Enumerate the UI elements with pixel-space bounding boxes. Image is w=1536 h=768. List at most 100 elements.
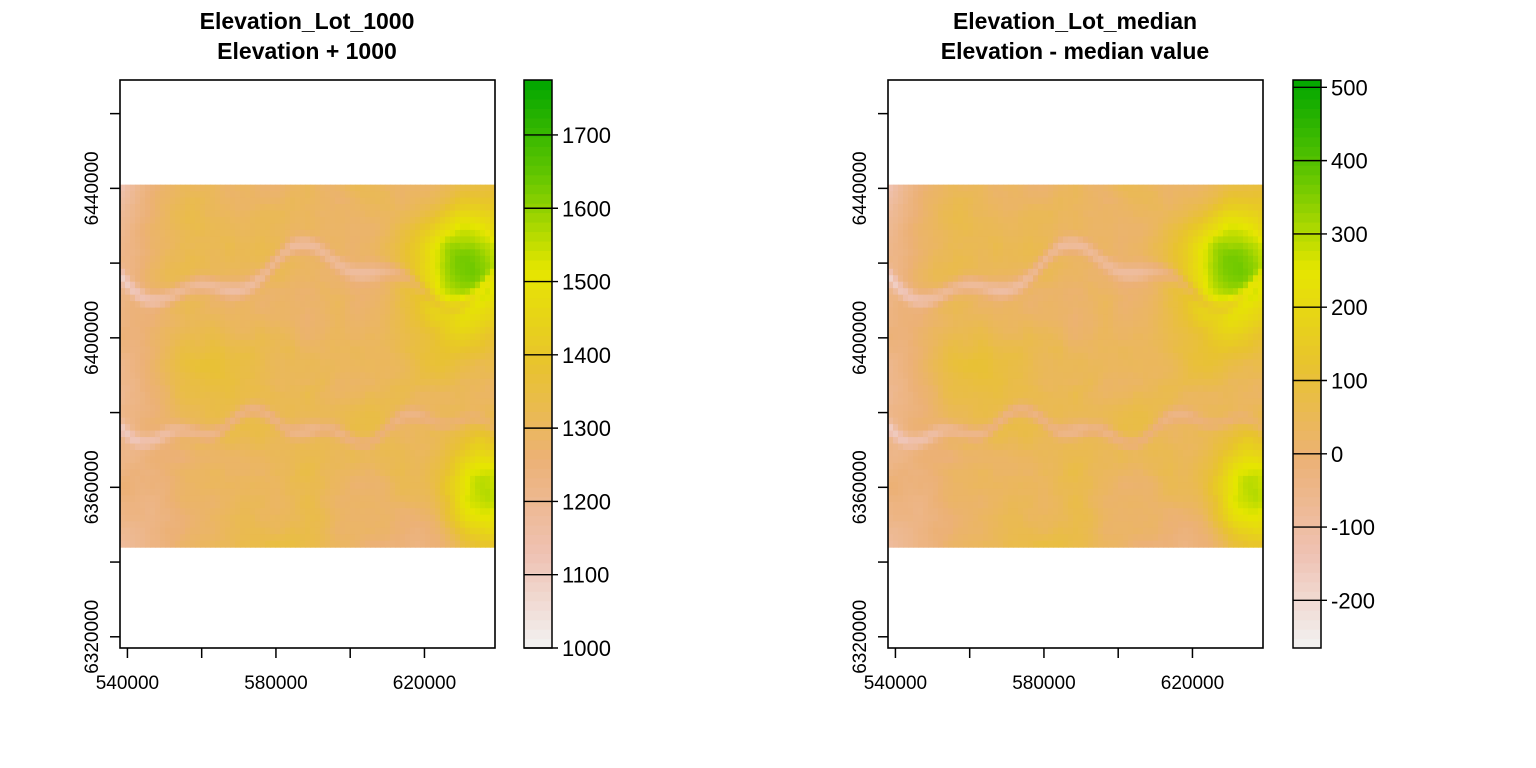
colorbar-swatch — [524, 392, 552, 403]
colorbar-swatch — [524, 108, 552, 119]
colorbar-swatch — [524, 222, 552, 233]
y-tick-label: 6400000 — [82, 301, 103, 375]
colorbar-tick-label: 400 — [1331, 149, 1368, 174]
colorbar-swatch — [524, 600, 552, 611]
colorbar-swatch — [1293, 420, 1321, 431]
colorbar-swatch — [1293, 373, 1321, 384]
colorbar-swatch — [524, 411, 552, 422]
colorbar-swatch — [1293, 439, 1321, 450]
plot-frame — [119, 79, 496, 649]
colorbar-swatch — [1293, 269, 1321, 280]
colorbar-tick-label: 100 — [1331, 368, 1368, 393]
x-tick-label: 580000 — [244, 673, 307, 694]
colorbar-swatch — [1293, 354, 1321, 365]
colorbar-swatch — [524, 307, 552, 318]
colorbar-swatch — [1293, 515, 1321, 526]
colorbar-swatch — [1293, 278, 1321, 289]
colorbar-tick-label: 1000 — [562, 636, 611, 661]
colorbar-swatch — [524, 212, 552, 223]
colorbar-swatch — [1293, 307, 1321, 318]
colorbar-swatch — [1293, 108, 1321, 119]
colorbar-swatch — [524, 610, 552, 621]
colorbar-swatch — [1293, 638, 1321, 649]
y-tick-label: 6440000 — [850, 151, 871, 225]
colorbar-swatch — [524, 420, 552, 431]
panel2-title-line1: Elevation_Lot_median — [952, 8, 1198, 34]
y-tick-label: 6320000 — [850, 600, 871, 674]
colorbar-swatch — [1293, 98, 1321, 109]
colorbar-tick-label: 0 — [1331, 442, 1343, 467]
colorbar-swatch — [1293, 174, 1321, 185]
colorbar-tick-label: 200 — [1331, 295, 1368, 320]
colorbar-swatch — [524, 269, 552, 280]
colorbar-tick-label: 1100 — [562, 563, 609, 588]
colorbar-swatch — [524, 543, 552, 554]
colorbar-swatch — [1293, 222, 1321, 233]
y-tick-label: 6360000 — [82, 450, 103, 524]
colorbar-swatch — [1293, 487, 1321, 498]
colorbar-swatch — [1293, 136, 1321, 147]
colorbar-swatch — [524, 354, 552, 365]
colorbar-swatch — [1293, 524, 1321, 535]
y-tick-label: 6320000 — [82, 600, 103, 674]
colorbar-swatch — [524, 373, 552, 384]
colorbar-swatch — [524, 553, 552, 564]
colorbar-swatch — [1293, 496, 1321, 507]
colorbar-swatch — [524, 184, 552, 195]
colorbar-tick-label: -100 — [1331, 515, 1375, 540]
colorbar-swatch — [524, 193, 552, 204]
colorbar-swatch — [1293, 193, 1321, 204]
colorbar-swatch — [524, 487, 552, 498]
colorbar-swatch — [524, 335, 552, 346]
panel2-title: Elevation_Lot_median Elevation - median … — [875, 6, 1275, 66]
colorbar-swatch — [1293, 326, 1321, 337]
y-tick-label: 6400000 — [850, 301, 871, 375]
colorbar-swatch — [524, 638, 552, 649]
colorbar-swatch — [524, 127, 552, 138]
colorbar-swatch — [1293, 581, 1321, 592]
colorbar-swatch — [1293, 477, 1321, 488]
colorbar-swatch — [1293, 184, 1321, 195]
colorbar-tick-label: 1400 — [562, 343, 611, 368]
colorbar-swatch — [1293, 610, 1321, 621]
colorbar-swatch — [1293, 288, 1321, 299]
colorbar-swatch — [524, 259, 552, 270]
colorbar-swatch — [524, 382, 552, 393]
x-tick-label: 620000 — [1161, 673, 1224, 694]
colorbar-swatch — [524, 136, 552, 147]
colorbar-swatch — [524, 458, 552, 469]
colorbar-swatch — [1293, 89, 1321, 100]
colorbar-swatch — [524, 401, 552, 412]
colorbar-swatch — [1293, 212, 1321, 223]
colorbar-swatch — [1293, 203, 1321, 214]
colorbar-swatch — [1293, 259, 1321, 270]
colorbar-swatch — [1293, 543, 1321, 554]
colorbar-swatch — [1293, 534, 1321, 545]
colorbar-swatch — [1293, 146, 1321, 157]
colorbar-swatch — [1293, 553, 1321, 564]
colorbar-swatch — [1293, 127, 1321, 138]
colorbar-swatch — [524, 449, 552, 460]
colorbar-swatch — [524, 80, 552, 91]
colorbar-swatch — [524, 98, 552, 109]
colorbar-swatch — [524, 146, 552, 157]
colorbar-swatch — [524, 155, 552, 166]
panel1-title-line2: Elevation + 1000 — [217, 38, 397, 64]
colorbar-swatch — [524, 240, 552, 251]
colorbar-swatch — [524, 534, 552, 545]
colorbar-swatch — [524, 117, 552, 128]
colorbar-swatch — [1293, 619, 1321, 630]
x-tick-label: 580000 — [1012, 673, 1075, 694]
colorbar-swatch — [524, 165, 552, 176]
colorbar-swatch — [524, 591, 552, 602]
plot-frame — [887, 79, 1264, 649]
panel1-title-line1: Elevation_Lot_1000 — [199, 8, 415, 34]
colorbar-swatch — [524, 326, 552, 337]
colorbar-swatch — [1293, 401, 1321, 412]
colorbar-swatch — [1293, 629, 1321, 640]
colorbar-tick-label: 300 — [1331, 222, 1368, 247]
colorbar-swatch — [524, 297, 552, 308]
panel1-title: Elevation_Lot_1000 Elevation + 1000 — [107, 6, 507, 66]
colorbar-swatch — [524, 629, 552, 640]
